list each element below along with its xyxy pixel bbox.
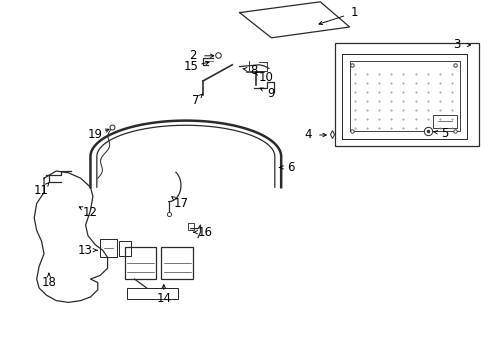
Text: 18: 18 bbox=[41, 276, 56, 289]
Text: 10: 10 bbox=[259, 71, 273, 84]
Bar bbox=[119, 241, 131, 256]
Text: 11: 11 bbox=[34, 184, 49, 197]
Text: 16: 16 bbox=[198, 226, 212, 239]
Text: 13: 13 bbox=[78, 244, 93, 257]
Text: 7: 7 bbox=[191, 94, 199, 107]
Bar bbox=[188, 223, 194, 230]
Text: 19: 19 bbox=[88, 129, 102, 141]
Text: 15: 15 bbox=[183, 60, 198, 73]
Text: 4: 4 bbox=[304, 129, 311, 141]
Bar bbox=[100, 239, 117, 257]
Bar bbox=[127, 288, 178, 299]
Text: 17: 17 bbox=[173, 197, 188, 210]
Text: 9: 9 bbox=[267, 87, 275, 100]
Bar bbox=[124, 247, 156, 279]
Text: 14: 14 bbox=[156, 292, 171, 305]
Bar bbox=[161, 247, 193, 279]
Text: 8: 8 bbox=[250, 64, 258, 77]
Text: 2: 2 bbox=[189, 49, 197, 62]
Bar bbox=[432, 115, 456, 128]
Bar bbox=[334, 43, 478, 146]
Text: 1: 1 bbox=[350, 6, 358, 19]
Text: 5: 5 bbox=[440, 127, 448, 140]
Text: 3: 3 bbox=[452, 39, 460, 51]
Text: 12: 12 bbox=[83, 206, 98, 219]
Text: 6: 6 bbox=[286, 161, 294, 174]
